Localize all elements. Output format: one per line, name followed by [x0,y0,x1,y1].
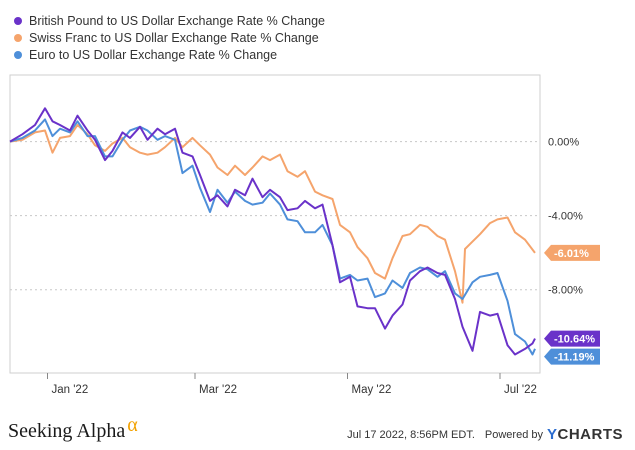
end-value-badge [544,348,600,365]
x-tick-label: May '22 [352,384,392,396]
x-tick-label: Mar '22 [199,384,237,396]
x-tick-label: Jan '22 [52,384,89,396]
ycharts-y-icon: Y [546,426,558,443]
end-value-badge [544,244,600,261]
timestamp: Jul 17 2022, 8:56PM EDT. [347,428,475,441]
legend: British Pound to US Dollar Exchange Rate… [14,12,325,63]
seeking-alpha-logo: Seeking Alpha α [8,414,138,443]
footer-credits: Jul 17 2022, 8:56PM EDT. Powered by YCHA… [347,426,623,443]
legend-dot-gbp [14,16,22,25]
series-line [9,118,536,356]
legend-item-eur[interactable]: Euro to US Dollar Exchange Rate % Change [14,46,325,63]
badge-layer: -10.64% -6.01% -11.19% [544,244,600,365]
legend-dot-eur [14,50,22,59]
x-tick-label: Jul '22 [504,384,537,396]
brand-name: Seeking Alpha [8,420,126,442]
ycharts-wordmark: CHARTS [557,426,623,443]
series-line [9,107,536,356]
legend-item-gbp[interactable]: British Pound to US Dollar Exchange Rate… [14,12,325,29]
legend-label-eur: Euro to US Dollar Exchange Rate % Change [29,47,278,62]
y-tick-label: -8.00% [548,285,583,297]
y-tick-label: 0.00% [548,137,579,149]
ycharts-logo: YCHARTS [547,426,623,443]
legend-label-chf: Swiss Franc to US Dollar Exchange Rate %… [29,30,319,45]
end-value-label: -10.64% [554,334,595,346]
grid-layer [9,74,541,374]
end-value-label: -11.19% [554,352,595,364]
end-value-badge [544,330,600,347]
axis-layer: 0.00% -4.00% -8.00% Jan '22 Mar '22 May '22 Ju… [47,137,583,396]
end-value-label: -6.01% [554,248,589,260]
plot-border [9,74,541,374]
legend-dot-chf [14,33,22,42]
series-line [9,124,536,304]
alpha-icon: α [127,414,138,436]
legend-label-gbp: British Pound to US Dollar Exchange Rate… [29,13,325,28]
y-tick-label: -4.00% [548,211,583,223]
legend-item-chf[interactable]: Swiss Franc to US Dollar Exchange Rate %… [14,29,325,46]
series-layer [9,107,536,356]
powered-by-label: Powered by [484,428,543,441]
